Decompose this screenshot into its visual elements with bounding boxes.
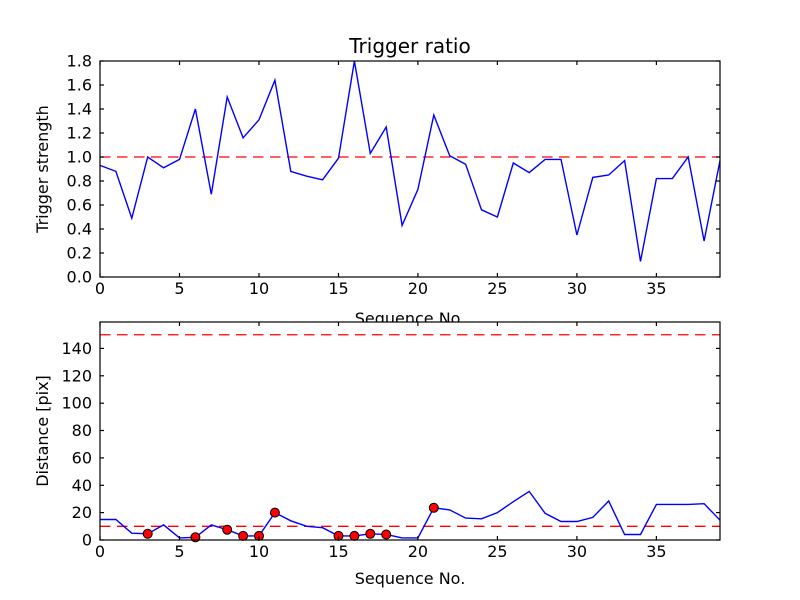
x-tick-label: 20 (408, 542, 428, 561)
y-tick-label: 0.8 (67, 172, 92, 191)
top-y-axis-label: Trigger strength (33, 105, 52, 234)
x-tick-label: 5 (174, 279, 184, 298)
plot-background (100, 61, 720, 277)
x-tick-label: 30 (567, 279, 587, 298)
y-tick-label: 0.4 (67, 220, 92, 239)
y-tick-label: 1.0 (67, 148, 92, 167)
y-tick-label: 1.8 (67, 52, 92, 71)
event-marker (428, 502, 439, 513)
event-marker (142, 528, 153, 539)
event-marker (381, 529, 392, 540)
y-tick-label: 40 (72, 476, 92, 495)
y-tick-label: 100 (61, 394, 92, 413)
x-tick-label: 15 (328, 542, 348, 561)
axes-bottom: 0 5 10 15 20 25 30 35 0 20 40 60 80 100 120 140 (61, 321, 721, 561)
y-tick-label: 0.2 (67, 244, 92, 263)
y-tick-label: 60 (72, 448, 92, 467)
event-marker (349, 530, 360, 541)
event-marker (222, 524, 233, 535)
bottom-y-axis-label: Distance [pix] (33, 375, 52, 487)
x-tick-label: 5 (174, 542, 184, 561)
x-tick-label: 25 (487, 279, 507, 298)
bottom-x-axis-label: Sequence No. (355, 569, 466, 588)
x-tick-label: 0 (95, 279, 105, 298)
y-tick-label: 1.6 (67, 76, 92, 95)
x-tick-label: 30 (567, 542, 587, 561)
x-tick-label: 0 (95, 542, 105, 561)
y-tick-label: 20 (72, 503, 92, 522)
y-tick-label: 120 (61, 366, 92, 385)
axes-frame (99, 60, 721, 278)
y-tick-label: 1.4 (67, 100, 92, 119)
data-line (99, 60, 721, 262)
x-tick-label: 15 (328, 279, 348, 298)
event-marker (238, 530, 249, 541)
x-tick-label: 10 (249, 279, 269, 298)
x-tick-label: 25 (487, 542, 507, 561)
x-tick-label: 35 (646, 279, 666, 298)
x-tick-label: 10 (249, 542, 269, 561)
x-tick-label: 35 (646, 542, 666, 561)
event-marker (365, 528, 376, 539)
x-tick-label: 20 (408, 279, 428, 298)
y-tick-label: 140 (61, 339, 92, 358)
plot-background (100, 322, 720, 540)
y-tick-label: 0.0 (67, 268, 92, 287)
y-tick-label: 0.6 (67, 196, 92, 215)
y-tick-label: 1.2 (67, 124, 92, 143)
y-tick-label: 0 (82, 531, 92, 550)
data-line (100, 490, 721, 539)
event-marker (269, 507, 280, 518)
axes-top: 0 5 10 15 20 25 30 35 0.0 0.2 0.4 0.6 0.8 1.0 1.2 1.4 1.… (67, 52, 721, 298)
y-tick-label: 80 (72, 421, 92, 440)
top-chart-title: Trigger ratio (348, 34, 470, 58)
